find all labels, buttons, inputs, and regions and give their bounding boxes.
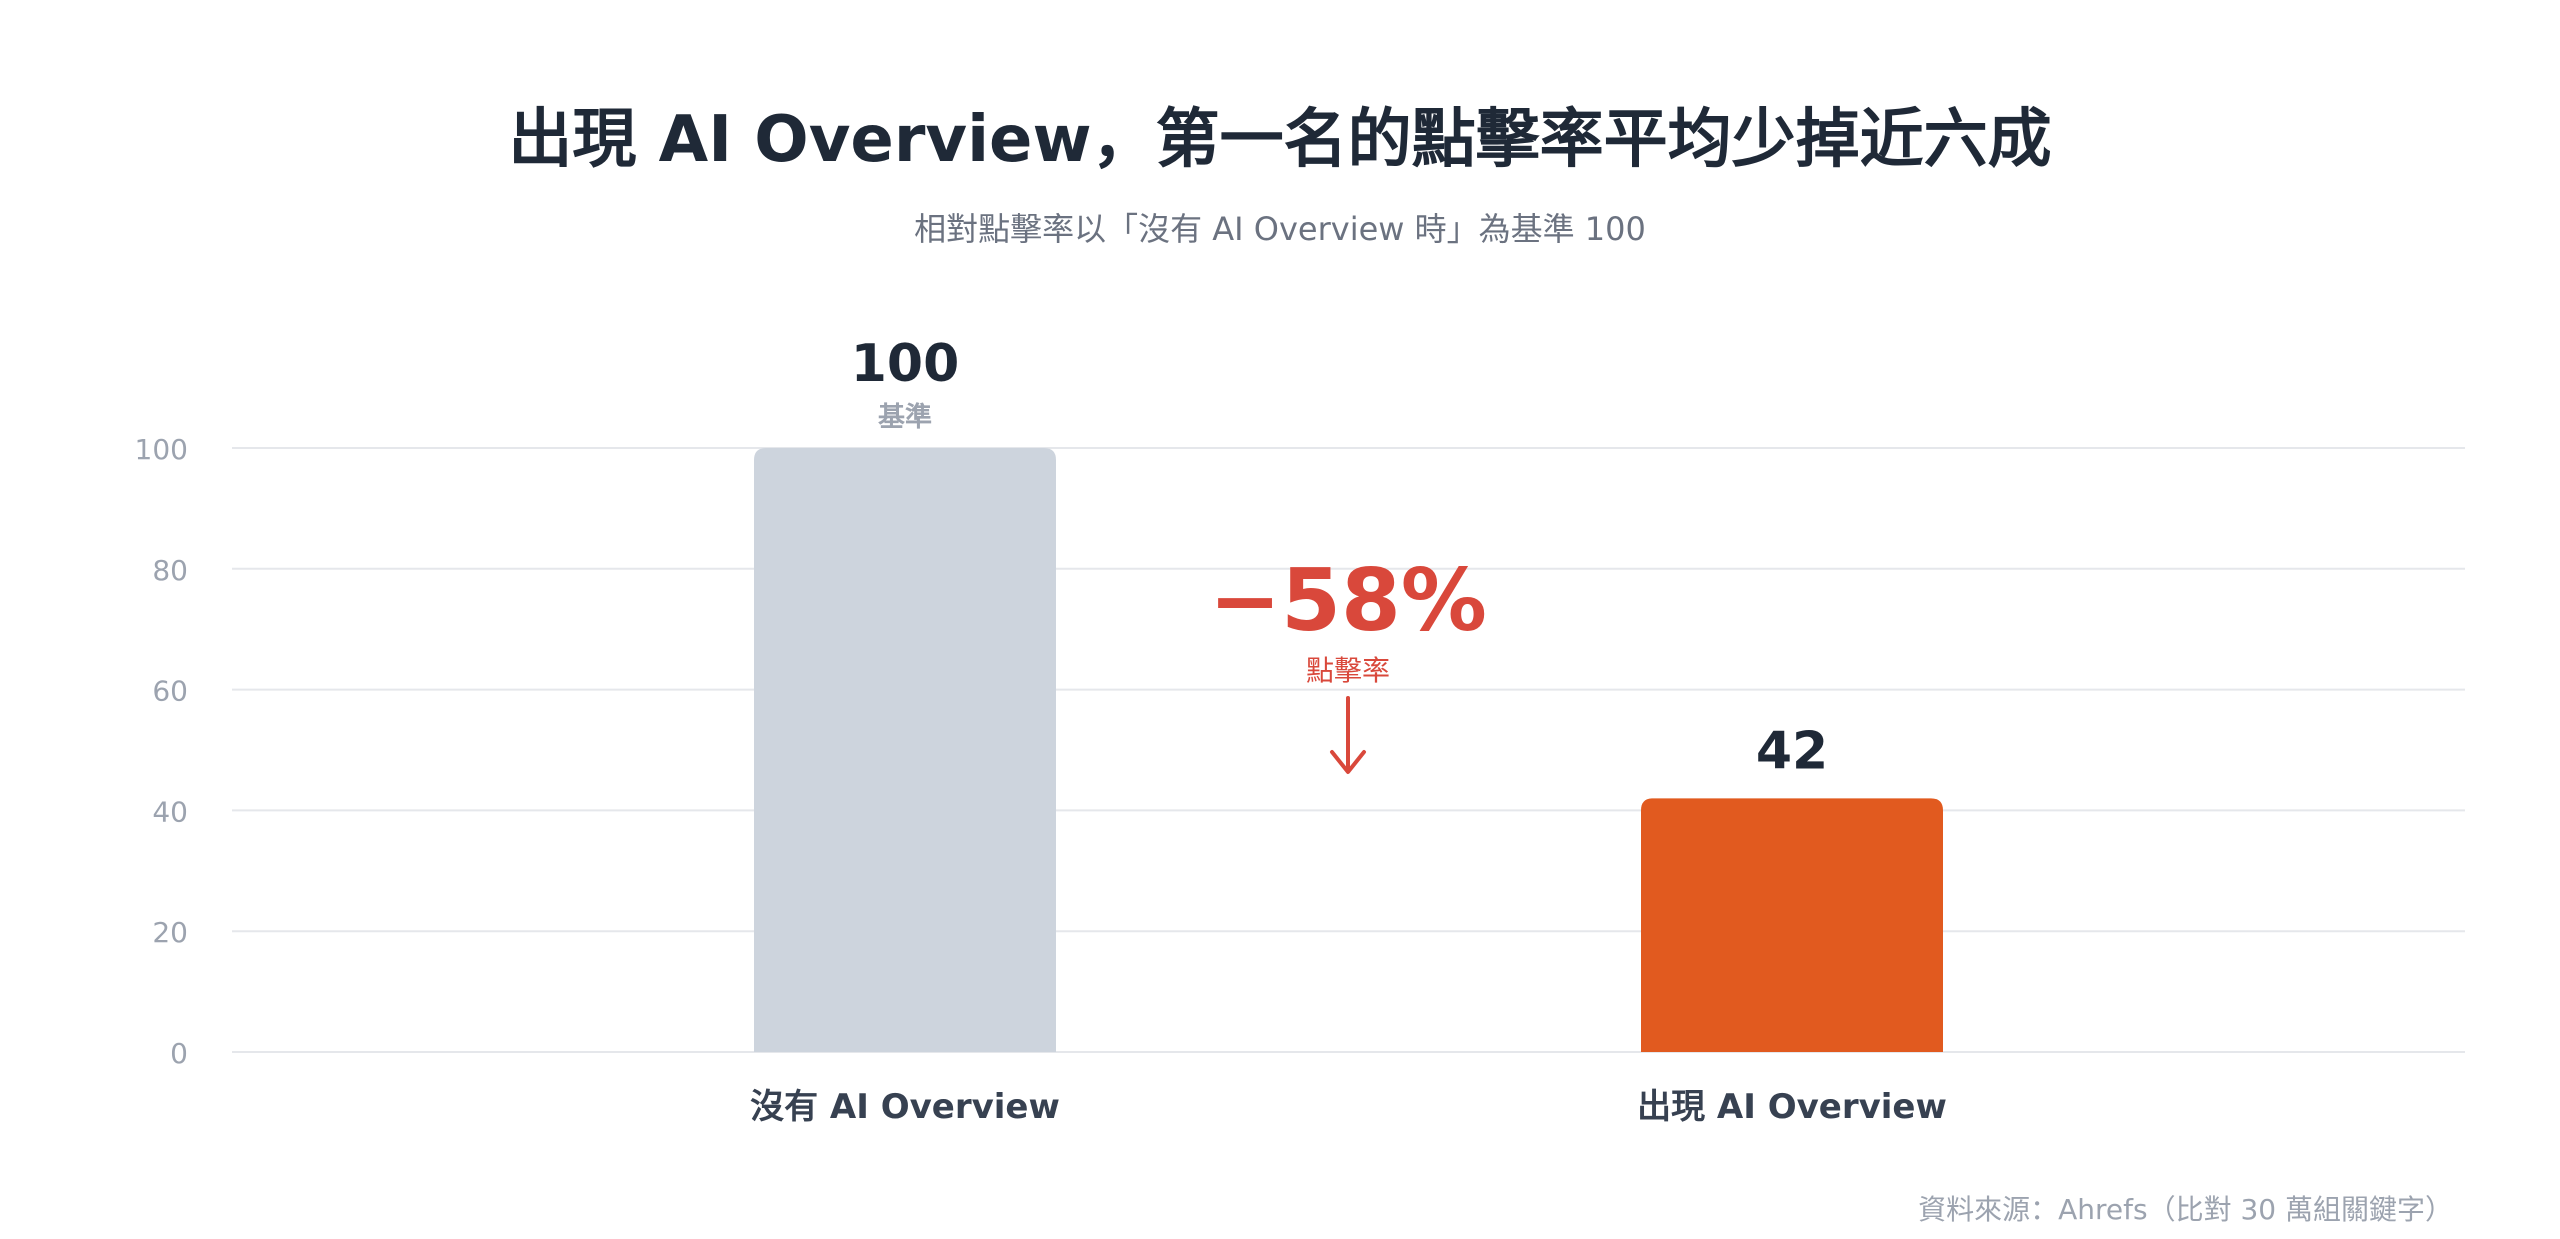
category-label-1: 沒有 AI Overview [750, 1087, 1060, 1127]
category-label-2: 出現 AI Overview [1637, 1087, 1947, 1127]
bar-note-label-1: 基準 [878, 401, 932, 433]
y-tick-label-80: 80 [152, 554, 188, 587]
bar-1 [754, 448, 1056, 1052]
chart-subtitle: 相對點擊率以「沒有 AI Overview 時」為基準 100 [914, 210, 1646, 248]
change-annotation: −58% [1209, 551, 1487, 651]
y-tick-label-100: 100 [135, 433, 188, 466]
annotation-layer: −58%點擊率 [1209, 551, 1487, 774]
change-annotation-sub: 點擊率 [1306, 654, 1390, 687]
grid-layer: 0 20 40 60 80 100 [135, 433, 2465, 1070]
y-tick-label-40: 40 [152, 795, 188, 828]
arrow-down-icon [1330, 696, 1366, 774]
bar-layer [754, 448, 1943, 1052]
source-note: 資料來源：Ahrefs（比對 30 萬組關鍵字） [1918, 1193, 2453, 1226]
chart-title: 出現 AI Overview，第一名的點擊率平均少掉近六成 [508, 103, 2052, 177]
y-tick-label-20: 20 [152, 916, 188, 949]
bar-2 [1641, 798, 1943, 1052]
y-tick-label-0: 0 [170, 1037, 188, 1070]
y-tick-label-60: 60 [152, 675, 188, 708]
bar-value-label-1: 100 [851, 334, 960, 394]
bar-value-label-2: 42 [1756, 721, 1828, 781]
